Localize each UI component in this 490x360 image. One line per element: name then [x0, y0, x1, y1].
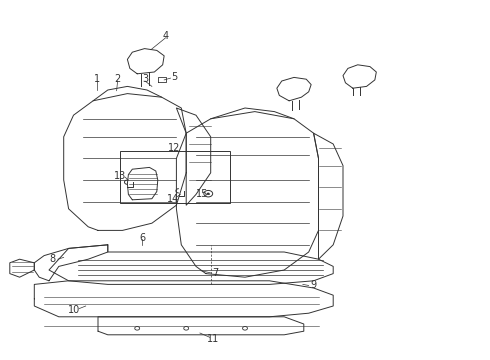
Text: 14: 14	[167, 194, 179, 204]
Text: 1: 1	[94, 74, 100, 84]
Circle shape	[207, 193, 210, 195]
Text: 8: 8	[50, 254, 56, 264]
Text: 9: 9	[311, 280, 317, 291]
Bar	[120, 151, 230, 203]
Text: 11: 11	[207, 334, 220, 344]
Text: 4: 4	[163, 31, 169, 41]
Text: 10: 10	[68, 305, 80, 315]
Text: 5: 5	[172, 72, 177, 82]
Text: 2: 2	[115, 74, 121, 84]
Text: 12: 12	[168, 143, 180, 153]
Text: 3: 3	[142, 74, 148, 84]
Text: 6: 6	[139, 233, 145, 243]
Text: 13: 13	[114, 171, 126, 181]
Text: 15: 15	[196, 189, 208, 199]
Text: 7: 7	[213, 268, 219, 278]
